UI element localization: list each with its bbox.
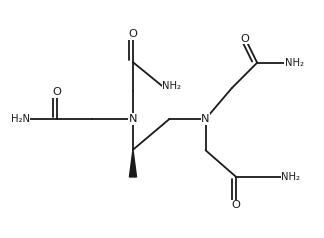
- Text: NH₂: NH₂: [162, 81, 181, 91]
- Text: O: O: [53, 88, 62, 98]
- Text: O: O: [241, 34, 250, 44]
- Polygon shape: [129, 150, 136, 177]
- Text: N: N: [201, 114, 210, 124]
- Text: O: O: [129, 29, 137, 39]
- Text: NH₂: NH₂: [284, 58, 304, 68]
- Text: N: N: [129, 114, 137, 124]
- Text: H₂N: H₂N: [11, 114, 30, 124]
- Text: O: O: [232, 200, 241, 210]
- Text: NH₂: NH₂: [281, 172, 300, 182]
